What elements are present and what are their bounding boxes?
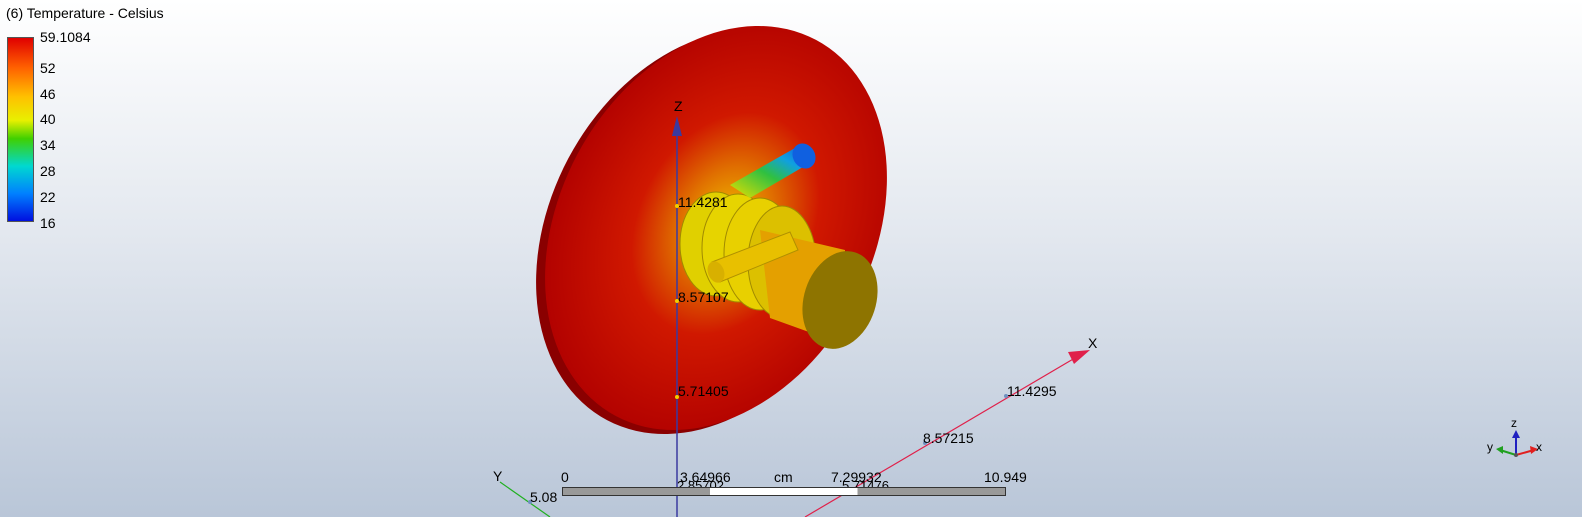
ruler-unit-label: cm <box>774 469 793 485</box>
orientation-triad[interactable] <box>1496 430 1538 457</box>
y-axis-line <box>499 481 551 517</box>
z-tick-marker <box>675 395 679 399</box>
x-tick-marker <box>1004 394 1008 398</box>
x-tick-label: 8.57215 <box>923 430 974 446</box>
legend-max-label: 59.1084 <box>40 29 91 45</box>
triad-x-label: x <box>1536 440 1542 454</box>
legend-tick-label: 22 <box>40 189 56 205</box>
pipe-inlet-end <box>792 143 816 169</box>
scale-ruler <box>562 487 1006 496</box>
ruler-label: 0 <box>561 469 569 485</box>
legend-min-label: 16 <box>40 215 56 231</box>
ruler-label: 7.29932 <box>831 469 882 485</box>
triad-z-label: z <box>1511 416 1517 430</box>
x-axis-arrow <box>1068 350 1090 364</box>
z-tick-label: 11.4281 <box>678 194 728 210</box>
ruler-label: 10.949 <box>984 469 1027 485</box>
legend-tick-label: 46 <box>40 86 56 102</box>
z-axis-arrow <box>672 116 682 136</box>
z-tick-marker <box>675 299 679 303</box>
temperature-color-legend <box>7 37 34 222</box>
z-axis-label: Z <box>674 98 683 114</box>
z-tick-label: 8.57107 <box>678 289 729 305</box>
triad-y-label: y <box>1487 440 1493 454</box>
z-tick-marker <box>675 204 679 208</box>
z-tick-label: 5.71405 <box>678 383 729 399</box>
y-tick-marker <box>528 500 532 504</box>
ruler-label: 3.64966 <box>680 469 731 485</box>
outlet-pipe-end <box>707 261 725 283</box>
cylinder-face <box>802 251 878 349</box>
legend-tick-label: 40 <box>40 111 56 127</box>
x-axis-label: X <box>1088 335 1098 351</box>
legend-tick-label: 52 <box>40 60 56 76</box>
result-title: (6) Temperature - Celsius <box>6 5 164 21</box>
legend-tick-label: 28 <box>40 163 56 179</box>
x-tick-label: 11.4295 <box>1007 383 1057 399</box>
y-tick-label: 5.08 <box>530 489 558 505</box>
x-tick-marker <box>923 441 927 445</box>
legend-tick-label: 34 <box>40 137 56 153</box>
y-axis-label: Y <box>493 468 503 484</box>
